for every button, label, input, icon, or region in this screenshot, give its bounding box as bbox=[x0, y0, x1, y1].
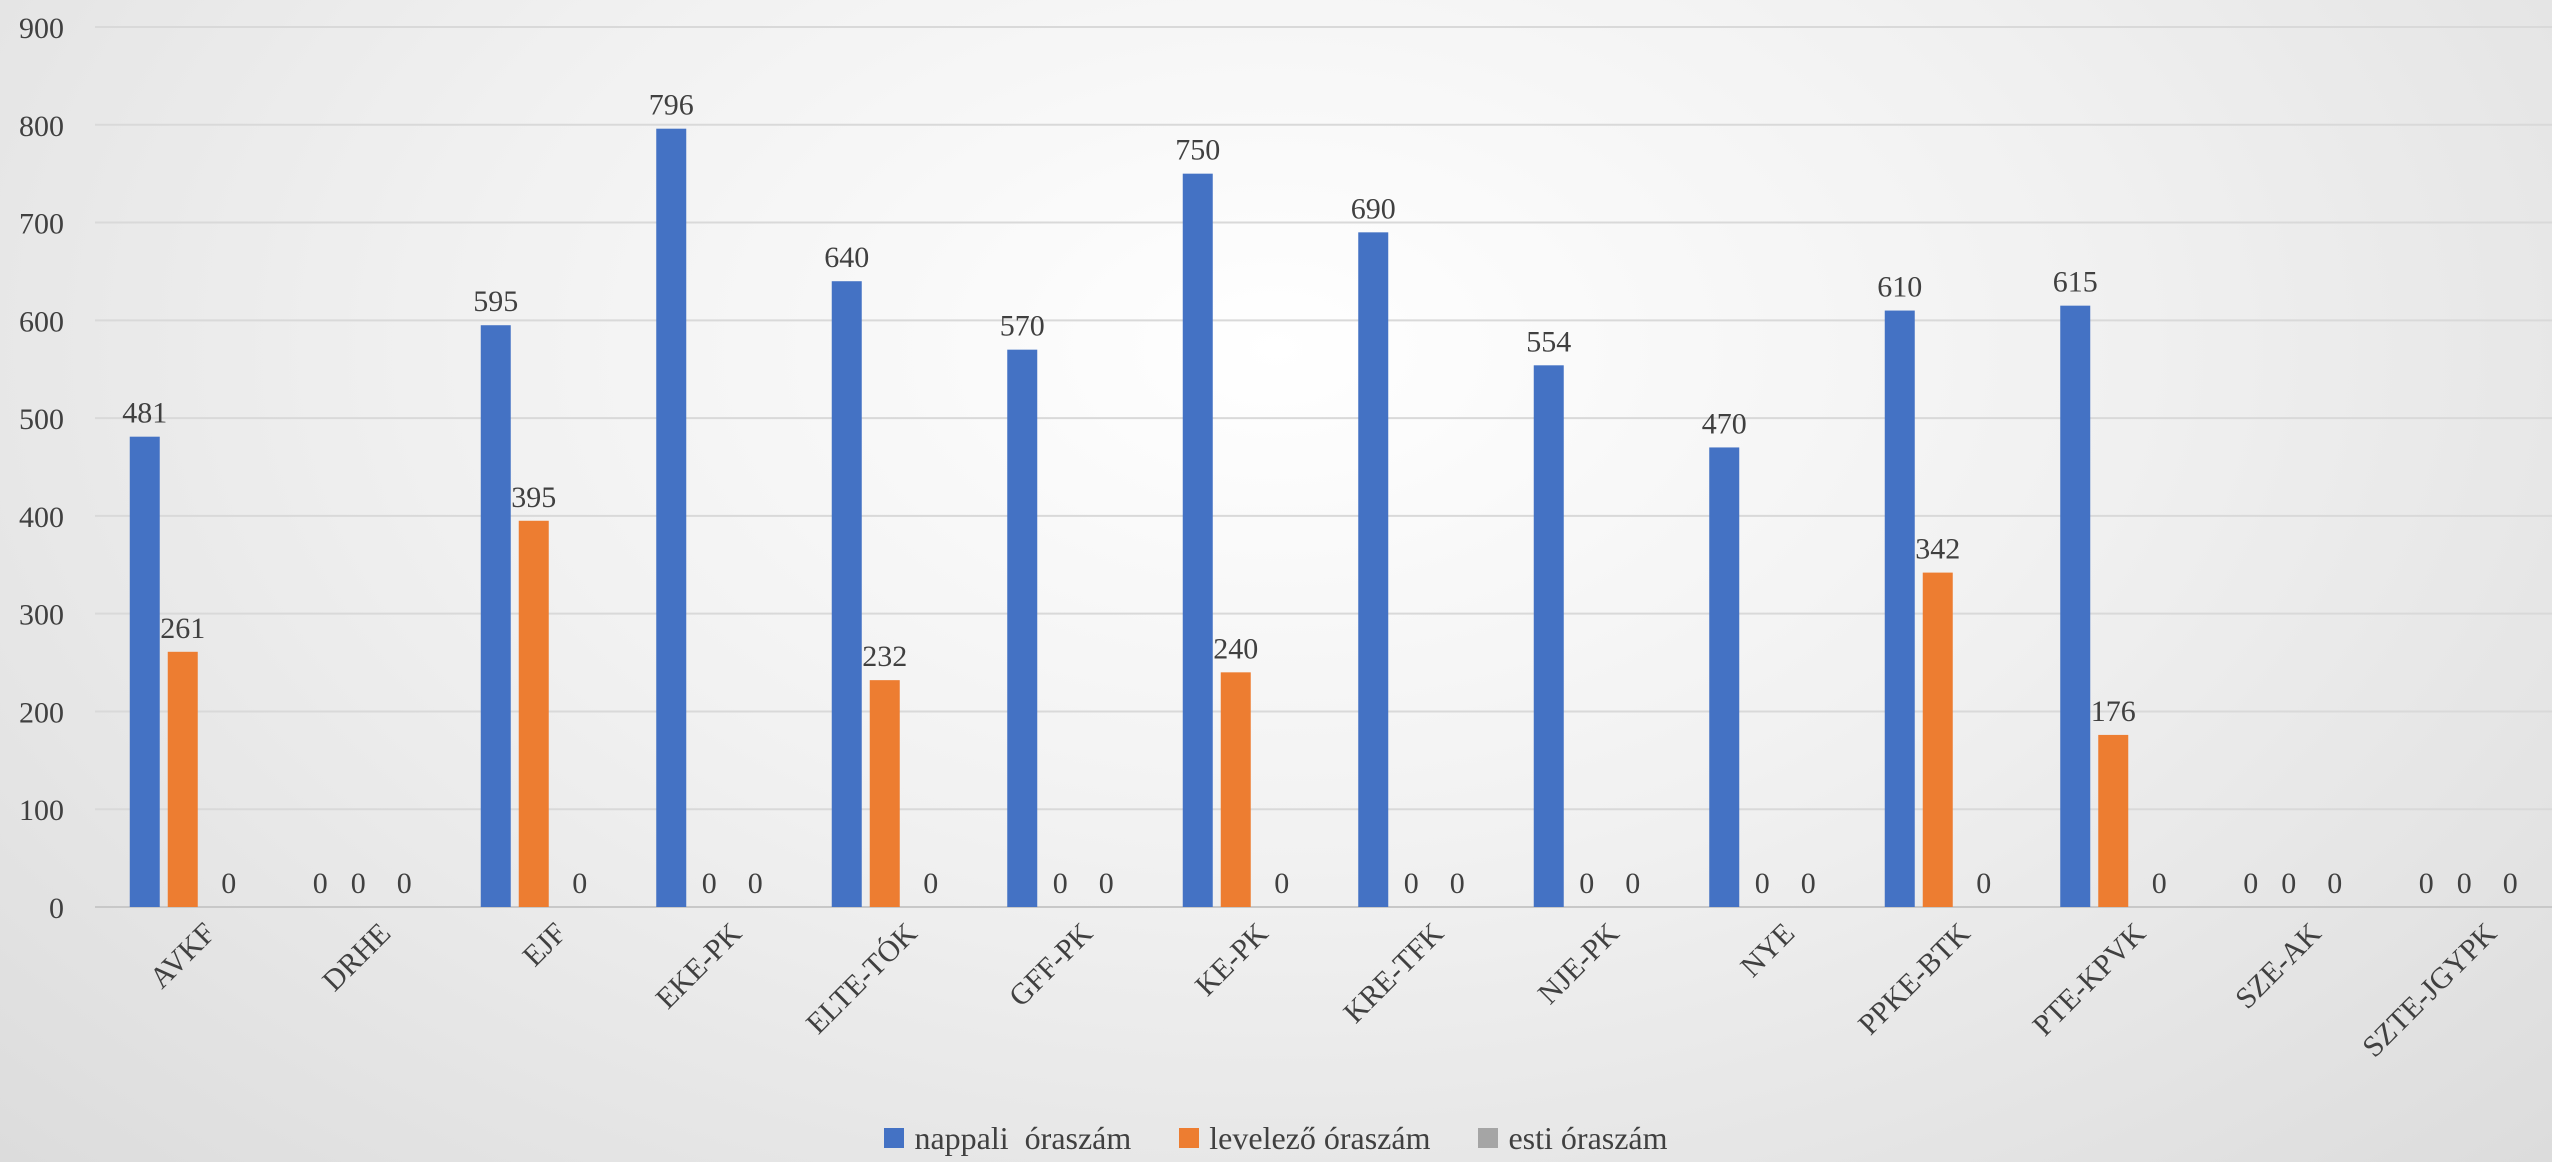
legend-swatch-esti bbox=[1478, 1128, 1499, 1148]
legend-swatch-nappali bbox=[884, 1128, 905, 1148]
legend-label-nappali: nappali óraszám bbox=[914, 1119, 1132, 1156]
data-label: 0 bbox=[2457, 867, 2472, 900]
data-label: 0 bbox=[1404, 867, 1419, 900]
data-label: 261 bbox=[160, 612, 205, 645]
data-label: 0 bbox=[702, 867, 717, 900]
bar bbox=[2060, 305, 2091, 908]
data-label: 0 bbox=[2281, 867, 2296, 900]
data-label: 240 bbox=[1213, 632, 1258, 665]
x-tick-label: SZE-AK bbox=[2229, 916, 2328, 1015]
bar bbox=[1220, 672, 1251, 907]
data-label: 395 bbox=[511, 481, 556, 514]
y-tick-label: 0 bbox=[49, 892, 64, 925]
legend-label-esti: esti óraszám bbox=[1508, 1119, 1668, 1156]
x-tick-label: DRHE bbox=[316, 917, 397, 998]
x-tick-label: KRE-TFK bbox=[1337, 916, 1450, 1029]
data-label: 595 bbox=[473, 285, 518, 318]
bar bbox=[1884, 310, 1915, 907]
data-label: 554 bbox=[1526, 325, 1571, 358]
y-tick-label: 400 bbox=[19, 501, 64, 534]
bar bbox=[2098, 734, 2129, 907]
data-label: 570 bbox=[1000, 310, 1045, 343]
gridlines bbox=[95, 26, 2552, 908]
data-label: 0 bbox=[923, 867, 938, 900]
data-label: 0 bbox=[2243, 867, 2258, 900]
data-label: 0 bbox=[1625, 867, 1640, 900]
y-tick-label: 600 bbox=[19, 305, 64, 338]
bar bbox=[167, 651, 198, 907]
data-label: 750 bbox=[1175, 134, 1220, 167]
x-tick-label: PTE-KPVK bbox=[2026, 916, 2152, 1042]
data-label: 0 bbox=[572, 867, 587, 900]
y-tick-label: 800 bbox=[19, 110, 64, 143]
bar bbox=[831, 281, 862, 907]
data-label: 0 bbox=[1976, 867, 1991, 900]
data-label: 796 bbox=[649, 89, 694, 122]
data-label: 176 bbox=[2091, 695, 2136, 728]
data-label: 0 bbox=[1274, 867, 1289, 900]
data-label: 0 bbox=[2419, 867, 2434, 900]
legend: nappali óraszám levelező óraszám esti ór… bbox=[0, 1118, 2552, 1158]
bar bbox=[518, 520, 549, 907]
y-tick-label: 200 bbox=[19, 696, 64, 729]
legend-item-levelezo: levelező óraszám bbox=[1179, 1120, 1430, 1157]
data-label: 640 bbox=[824, 241, 869, 274]
bar bbox=[1182, 173, 1213, 907]
y-tick-label: 100 bbox=[19, 794, 64, 827]
y-tick-label: 700 bbox=[19, 208, 64, 241]
x-tick-label: EKE-PK bbox=[649, 916, 748, 1015]
data-label: 0 bbox=[2327, 867, 2342, 900]
data-label: 232 bbox=[862, 640, 907, 673]
legend-label-levelezo: levelező óraszám bbox=[1209, 1119, 1431, 1156]
bar bbox=[1007, 349, 1038, 908]
bar bbox=[869, 680, 900, 907]
y-axis-tick-labels: 0 100 200 300 400 500 600 700 800 900 bbox=[19, 12, 64, 925]
x-tick-label: PPKE-BTK bbox=[1852, 916, 1977, 1041]
data-label: 0 bbox=[1801, 867, 1816, 900]
x-tick-label: NYE bbox=[1734, 917, 1801, 984]
bar bbox=[480, 325, 511, 907]
data-label: 0 bbox=[2503, 867, 2518, 900]
data-label: 0 bbox=[1099, 867, 1114, 900]
data-label: 0 bbox=[1755, 867, 1770, 900]
bar bbox=[129, 436, 160, 907]
bar bbox=[1533, 365, 1564, 907]
legend-item-nappali: nappali óraszám bbox=[884, 1120, 1131, 1157]
data-label: 342 bbox=[1915, 533, 1960, 566]
data-label: 0 bbox=[397, 867, 412, 900]
data-label: 0 bbox=[1053, 867, 1068, 900]
data-label: 690 bbox=[1351, 192, 1396, 225]
legend-item-esti: esti óraszám bbox=[1478, 1119, 1668, 1157]
bar bbox=[1709, 447, 1740, 907]
x-tick-label: KE-PK bbox=[1189, 916, 1275, 1002]
data-label: 470 bbox=[1702, 407, 1747, 440]
y-tick-label: 300 bbox=[19, 599, 64, 632]
bar bbox=[1922, 572, 1953, 907]
x-tick-label: GFF-PK bbox=[1003, 916, 1100, 1013]
data-label: 0 bbox=[313, 867, 328, 900]
x-tick-label: ELTE-TÓK bbox=[800, 916, 924, 1040]
x-axis-tick-labels: AVKF DRHE EJF EKE-PK ELTE-TÓK GFF-PK KE-PK KRE-… bbox=[143, 916, 2503, 1063]
data-label: 0 bbox=[351, 867, 366, 900]
x-tick-label: AVKF bbox=[143, 917, 221, 995]
legend-swatch-levelezo bbox=[1179, 1128, 1200, 1148]
data-label: 0 bbox=[748, 867, 763, 900]
y-tick-label: 900 bbox=[19, 12, 64, 45]
data-label: 0 bbox=[221, 867, 236, 900]
bar bbox=[1358, 232, 1389, 908]
data-label: 610 bbox=[1877, 271, 1922, 304]
data-label: 0 bbox=[2152, 867, 2167, 900]
x-tick-label: SZTE-JGYPK bbox=[2356, 916, 2503, 1063]
x-tick-label: NJE-PK bbox=[1532, 916, 1626, 1010]
x-tick-label: EJF bbox=[516, 917, 572, 973]
y-tick-label: 500 bbox=[19, 403, 64, 436]
data-label: 481 bbox=[122, 397, 167, 430]
data-label: 0 bbox=[1450, 867, 1465, 900]
data-label: 615 bbox=[2053, 266, 2098, 299]
bars bbox=[129, 128, 2129, 908]
bar bbox=[656, 128, 687, 907]
data-label: 0 bbox=[1579, 867, 1594, 900]
